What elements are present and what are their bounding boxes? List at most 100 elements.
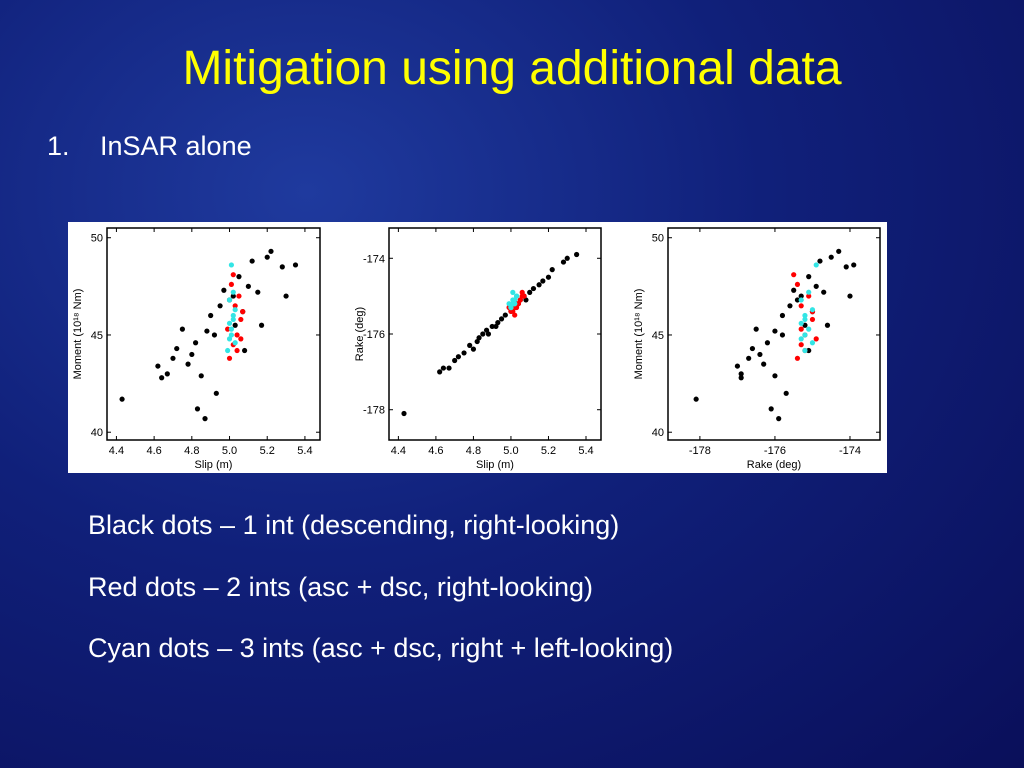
dot [512,301,518,307]
dot [155,363,161,369]
dot [174,345,180,352]
dot [809,307,816,313]
dot [225,326,231,332]
dot [779,332,786,338]
dot [226,336,233,342]
dot [234,332,240,338]
dot [806,289,812,295]
dot [508,304,514,311]
dot [753,326,759,332]
dot [802,332,808,338]
dot [498,316,505,322]
dot [470,346,477,352]
dot [809,316,816,323]
dot [204,328,210,334]
dot [238,336,244,342]
note: Cyan dots – 3 ints (asc + dsc, right + l… [88,633,673,663]
dot [242,347,248,354]
dot [738,375,744,381]
dot [843,264,849,270]
dot [480,331,486,337]
dot [798,336,804,342]
dot [794,297,801,303]
dot [236,274,242,280]
dot [208,312,214,319]
dot [232,322,238,328]
dot [540,278,546,284]
dot [794,281,801,288]
dot [791,287,797,293]
x-tick-label: 4.6 [146,445,161,457]
list-number: 1. [47,131,70,161]
dot [574,251,580,258]
dot [292,262,299,268]
dot [194,406,201,412]
x-tick-label: 5.0 [503,445,518,457]
slide-title: Mitigation using additional data [182,42,841,95]
dot [255,289,261,295]
plot-frame [106,227,321,441]
dot [749,345,756,352]
dot [802,316,808,323]
dot [159,375,165,381]
dot [228,326,235,332]
dot [249,258,255,264]
dot [230,316,236,323]
x-tick-label: -174 [839,445,861,457]
dot [236,293,242,299]
dot [768,406,774,412]
dot [230,312,236,319]
y-tick-label: 40 [91,427,103,439]
dot [211,332,218,338]
y-tick-label: -176 [363,329,385,341]
dot [515,301,522,307]
y-tick-label: 45 [91,330,103,342]
dot [192,340,199,346]
dot [798,342,804,348]
x-tick-label: 4.4 [391,445,406,457]
dot [772,373,778,379]
dot [813,283,819,289]
dot [802,312,808,319]
dot [824,322,831,328]
plot-frame [667,227,881,441]
dot [738,371,744,377]
x-tick-label: -176 [764,445,786,457]
dot [783,390,789,396]
note: Black dots – 1 int (descending, right-lo… [88,510,619,540]
x-tick-label: 5.4 [297,445,312,457]
dot [440,365,447,371]
dot [446,365,452,371]
dot [806,347,812,354]
dot [798,293,804,299]
dot [179,326,185,332]
y-tick-label: -178 [363,405,385,417]
dot [238,316,244,323]
dot [530,285,537,292]
dot [264,254,270,260]
dot [489,323,495,330]
dot [452,357,458,364]
dot [813,262,819,268]
dot [228,332,235,338]
dot [527,289,533,295]
dot [798,326,804,332]
dot [232,340,238,346]
dot [225,347,231,354]
dot [283,293,289,299]
dot [787,303,793,309]
y-tick-label: -174 [363,253,385,265]
dot [437,369,443,375]
dot [226,355,233,361]
dot [746,355,752,361]
y-axis-label: Moment (10¹⁸ Nm) [72,289,84,380]
dot [217,303,223,309]
x-tick-label: 4.8 [184,445,199,457]
dot [734,363,741,369]
dot [279,264,285,270]
dot [779,312,786,319]
x-tick-label: 5.2 [541,445,556,457]
note: Red dots – 2 ints (asc + dsc, right-look… [88,572,593,602]
x-tick-label: 4.8 [466,445,481,457]
dot [519,289,525,295]
